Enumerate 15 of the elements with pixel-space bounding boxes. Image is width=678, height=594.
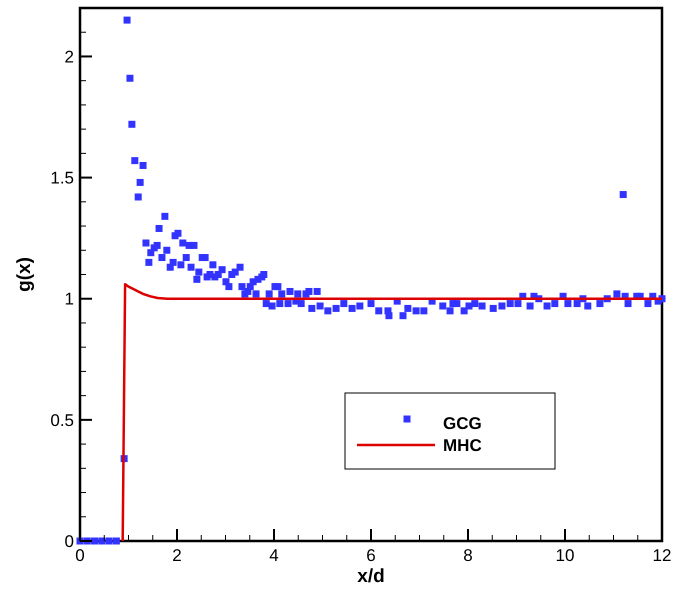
legend-label: MHC xyxy=(443,436,482,455)
y-axis-title: g(x) xyxy=(14,257,35,292)
x-axis-title: x/d xyxy=(357,566,385,587)
x-tick-label: 2 xyxy=(172,546,182,565)
x-tick-label: 4 xyxy=(269,546,279,565)
y-tick-label: 1.5 xyxy=(50,168,74,188)
x-tick-label: 12 xyxy=(652,546,672,565)
legend-label: GCG xyxy=(443,414,482,433)
y-tick-label: 0 xyxy=(64,532,74,551)
y-tick-label: 0.5 xyxy=(50,410,74,430)
x-tick-label: 6 xyxy=(366,546,376,565)
y-tick-label: 2 xyxy=(64,47,74,66)
y-tick-label: 1 xyxy=(64,290,74,309)
x-tick-label: 10 xyxy=(556,546,574,565)
x-tick-label: 8 xyxy=(463,546,473,565)
